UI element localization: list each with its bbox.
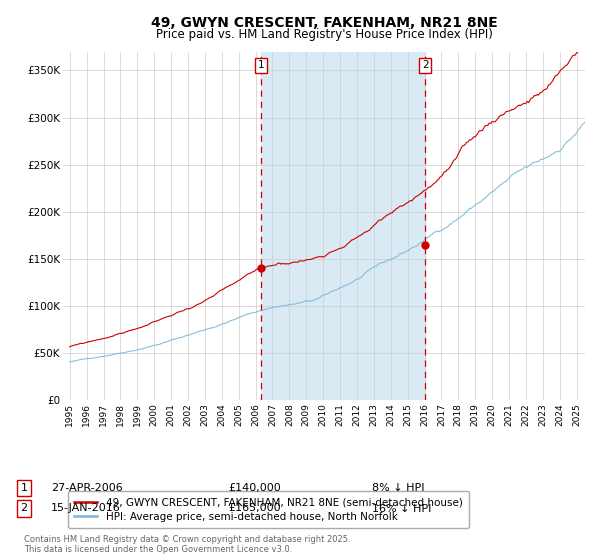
Text: 2: 2	[422, 60, 428, 70]
Text: 1: 1	[20, 483, 28, 493]
Text: £140,000: £140,000	[228, 483, 281, 493]
Text: 8% ↓ HPI: 8% ↓ HPI	[372, 483, 425, 493]
Text: 16% ↓ HPI: 16% ↓ HPI	[372, 503, 431, 514]
Text: 15-JAN-2016: 15-JAN-2016	[51, 503, 121, 514]
Text: 2: 2	[20, 503, 28, 514]
Legend: 49, GWYN CRESCENT, FAKENHAM, NR21 8NE (semi-detached house), HPI: Average price,: 49, GWYN CRESCENT, FAKENHAM, NR21 8NE (s…	[68, 491, 469, 528]
Text: Contains HM Land Registry data © Crown copyright and database right 2025.
This d: Contains HM Land Registry data © Crown c…	[24, 535, 350, 554]
Text: 1: 1	[257, 60, 265, 70]
Text: 27-APR-2006: 27-APR-2006	[51, 483, 123, 493]
Text: 49, GWYN CRESCENT, FAKENHAM, NR21 8NE: 49, GWYN CRESCENT, FAKENHAM, NR21 8NE	[151, 16, 497, 30]
Text: Price paid vs. HM Land Registry's House Price Index (HPI): Price paid vs. HM Land Registry's House …	[155, 28, 493, 41]
Text: £165,000: £165,000	[228, 503, 281, 514]
Bar	[261, 52, 425, 400]
